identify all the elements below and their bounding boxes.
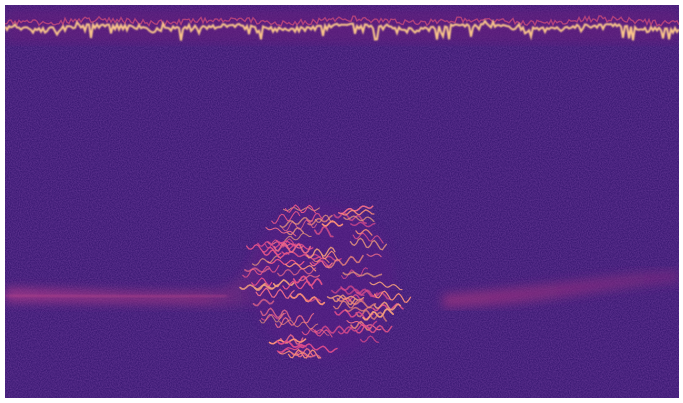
chirp-stroke: [369, 281, 403, 291]
chirp-stroke: [344, 306, 373, 312]
chirp-stroke: [278, 350, 312, 358]
chirp-stroke: [268, 338, 307, 345]
chirp-stroke: [341, 209, 375, 216]
chirp-stroke: [356, 289, 391, 300]
low-diffuse-band-right: [443, 270, 679, 307]
chirp-stroke: [321, 220, 344, 227]
chirp-stroke: [296, 347, 316, 358]
chirp-stroke: [301, 327, 333, 338]
chirp-stroke: [342, 271, 383, 278]
chirp-stroke: [260, 307, 292, 320]
chirp-stroke: [251, 255, 282, 266]
chirp-stroke: [264, 238, 300, 249]
chirp-stroke: [251, 277, 273, 287]
chirp-stroke: [252, 298, 275, 307]
chirp-stroke: [332, 294, 356, 306]
top-harmonic-band: [5, 9, 679, 43]
chirp-stroke: [306, 212, 324, 223]
top-band-fundamental: [5, 18, 679, 41]
chirp-stroke: [330, 287, 365, 297]
chirp-stroke: [265, 226, 297, 237]
chirp-stroke: [311, 259, 331, 267]
chirp-stroke: [257, 240, 297, 250]
chirp-stroke: [307, 214, 333, 226]
chirp-stroke: [255, 287, 295, 299]
chirp-stroke: [314, 214, 333, 224]
chirp-stroke: [284, 204, 317, 214]
chirp-stroke: [349, 237, 388, 251]
chirp-stroke: [373, 290, 412, 303]
spectrogram-svg: [5, 5, 679, 398]
chirp-halo: [251, 203, 395, 359]
chirp-stroke: [242, 264, 280, 278]
chirp-stroke: [289, 292, 326, 306]
chirp-stroke: [326, 254, 364, 269]
chirp-stroke: [273, 241, 312, 254]
chirp-stroke: [343, 215, 375, 223]
low-diffuse-band-left: [5, 244, 267, 306]
chirp-stroke: [284, 262, 317, 272]
chirp-stroke: [279, 319, 319, 330]
chirp-stroke: [359, 335, 380, 343]
chirp-stroke: [350, 221, 376, 228]
chirp-stroke: [244, 267, 270, 273]
chirp-stroke: [282, 219, 318, 232]
chirp-stroke: [287, 348, 322, 359]
chirp-stroke: [355, 228, 373, 236]
chirp-stroke: [259, 312, 285, 324]
spectrogram-canvas: [5, 5, 679, 398]
chirp-stroke: [271, 210, 301, 224]
chirp-stroke: [310, 329, 330, 336]
chirp-stroke: [354, 324, 393, 334]
top-band-upper-harmonic: [5, 14, 679, 27]
chirp-stroke: [350, 320, 372, 332]
chirp-stroke: [239, 283, 279, 291]
chirp-stroke: [279, 216, 313, 229]
chirp-stroke: [274, 312, 315, 328]
chirp-stroke: [262, 249, 290, 259]
chirp-stroke: [333, 211, 367, 225]
chirp-stroke: [277, 267, 317, 277]
chirp-stroke: [362, 307, 394, 321]
chirp-stroke: [313, 225, 334, 238]
chirp-stroke: [298, 343, 338, 353]
chirp-stroke: [333, 299, 359, 310]
chirp-stroke: [306, 354, 322, 359]
chirp-stroke: [282, 280, 314, 290]
chirp-stroke: [306, 298, 322, 303]
chirp-stroke: [366, 253, 382, 258]
chirp-stroke: [337, 320, 378, 335]
chirp-stroke: [321, 250, 339, 261]
chirp-stroke: [336, 297, 377, 309]
chirp-stroke: [352, 232, 384, 244]
chirp-stroke: [373, 301, 402, 311]
chirp-stroke: [306, 246, 336, 259]
chirp-cluster: [239, 203, 412, 359]
chirp-stroke: [298, 274, 320, 282]
chirp-stroke: [314, 325, 353, 334]
chirp-stroke: [277, 344, 307, 353]
chirp-stroke: [355, 309, 388, 322]
